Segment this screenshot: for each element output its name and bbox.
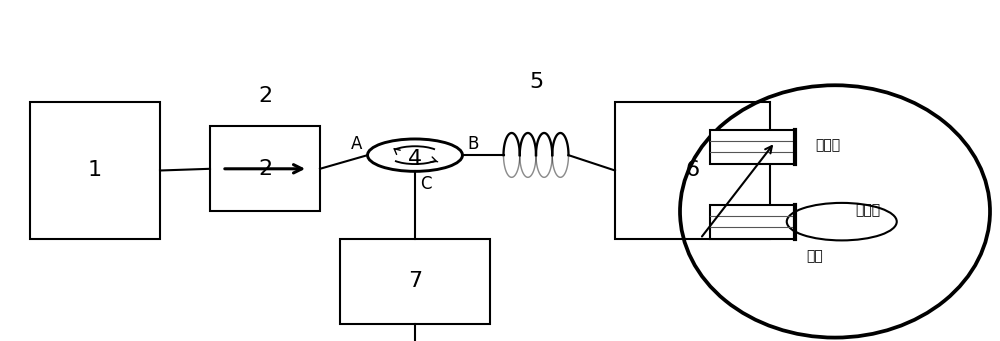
Text: 反射膜: 反射膜 bbox=[855, 203, 880, 217]
Text: 微球: 微球 bbox=[807, 249, 823, 263]
Bar bbox=[710, 130, 795, 164]
Text: 反射膜: 反射膜 bbox=[815, 138, 840, 152]
Text: 5: 5 bbox=[529, 72, 543, 92]
Text: 6: 6 bbox=[685, 161, 700, 180]
Text: 2: 2 bbox=[258, 86, 272, 106]
Text: 7: 7 bbox=[408, 271, 422, 291]
Text: C: C bbox=[420, 175, 432, 193]
Text: 4: 4 bbox=[408, 149, 422, 168]
Bar bbox=[710, 205, 795, 239]
Text: 2: 2 bbox=[258, 159, 272, 179]
Bar bbox=[210, 126, 320, 211]
Text: A: A bbox=[351, 135, 363, 153]
Text: 1: 1 bbox=[88, 161, 102, 180]
Bar bbox=[615, 102, 770, 239]
Text: B: B bbox=[467, 135, 479, 153]
Bar bbox=[340, 239, 490, 324]
Bar bbox=[30, 102, 160, 239]
